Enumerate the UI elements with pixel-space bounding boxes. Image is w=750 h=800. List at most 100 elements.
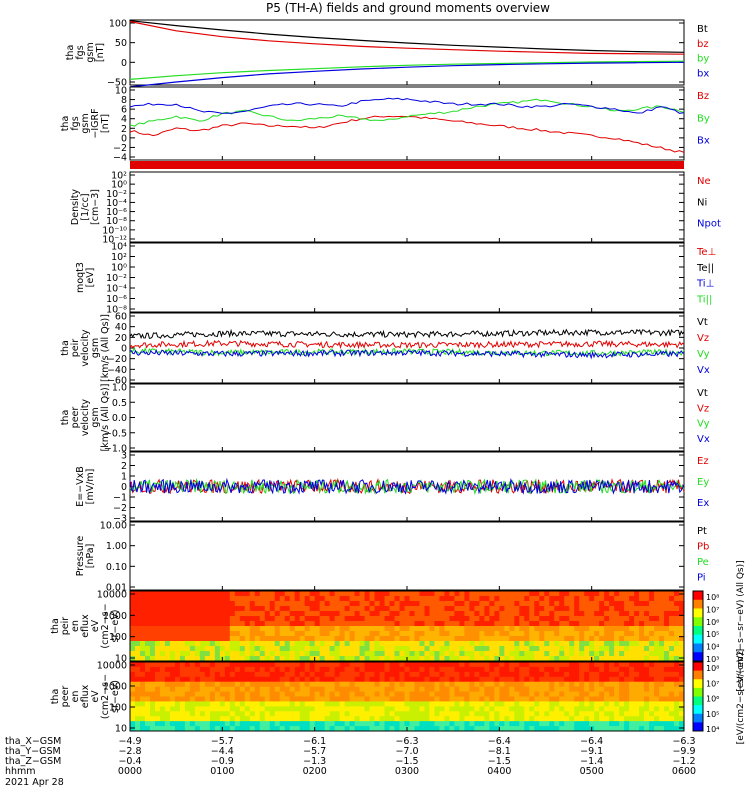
heatmap-cell [599,631,605,637]
heatmap-cell [339,721,346,727]
legend-Npot: Npot [697,219,721,230]
heatmap-cell [144,621,151,627]
heatmap-cell [664,616,670,622]
heatmap-cell [304,696,311,702]
heatmap-cell [354,606,361,612]
heatmap-cell [339,686,346,693]
heatmap-cell [429,706,435,712]
heatmap-cell [519,711,525,717]
heatmap-cell [149,662,156,668]
heatmap-cell [659,671,665,678]
heatmap-cell [374,626,381,632]
heatmap-cell [299,696,306,702]
heatmap-cell [429,646,435,652]
heatmap-cell [484,711,490,717]
heatmap-cell [234,706,241,712]
heatmap-cell [304,656,311,662]
heatmap-cell [439,636,445,642]
heatmap-cell [344,636,351,642]
heatmap-cell [199,662,206,668]
heatmap-cell [654,676,660,683]
heatmap-cell [314,706,321,712]
heatmap-cell [204,641,211,647]
heatmap-cell [584,606,590,612]
heatmap-cell [584,716,590,722]
heatmap-cell [474,666,480,673]
heatmap-cell [354,611,361,617]
heatmap-cell [409,636,415,642]
heatmap-cell [544,666,550,673]
heatmap-cell [389,601,396,607]
y-axis-label: [mV/m] [85,469,96,505]
heatmap-cell [574,656,580,662]
heatmap-cell [649,716,655,722]
heatmap-cell [149,616,156,622]
y-tick-label: 1000 [103,682,127,693]
heatmap-cell [664,656,670,662]
heatmap-cell [629,601,635,607]
heatmap-cell [184,621,191,627]
heatmap-cell [489,662,495,668]
heatmap-cell [654,686,660,693]
heatmap-cell [544,656,550,662]
heatmap-cell [189,631,196,637]
heatmap-cell [409,686,415,693]
heatmap-cell [604,671,610,678]
heatmap-cell [599,646,605,652]
heatmap-cell [594,591,600,597]
heatmap-cell [624,656,630,662]
heatmap-cell [234,711,241,717]
heatmap-cell [579,606,585,612]
heatmap-cell [524,631,530,637]
heatmap-cell [419,621,425,627]
heatmap-cell [644,671,650,678]
heatmap-cell [414,701,420,707]
heatmap-cell [569,681,575,688]
heatmap-cell [279,636,286,642]
heatmap-cell [649,596,655,602]
heatmap-cell [224,706,231,712]
heatmap-cell [499,616,505,622]
heatmap-cell [339,716,346,722]
heatmap-cell [679,716,685,722]
heatmap-cell [659,616,665,622]
heatmap-cell [419,626,425,632]
heatmap-cell [644,641,650,647]
heatmap-cell [199,656,206,662]
heatmap-cell [569,621,575,627]
heatmap-cell [569,691,575,697]
heatmap-cell [439,596,445,602]
heatmap-cell [439,616,445,622]
heatmap-cell [174,606,181,612]
heatmap-cell [239,671,246,678]
heatmap-cell [669,701,675,707]
heatmap-cell [659,691,665,697]
heatmap-cell [174,686,181,693]
heatmap-cell [499,706,505,712]
heatmap-cell [574,621,580,627]
heatmap-cell [544,611,550,617]
colorbar-label: [eV/(cm2−s−sr−eV) (All Qs)] [736,560,746,691]
heatmap-cell [484,601,490,607]
heatmap-cell [314,691,321,697]
heatmap-cell [464,641,470,647]
heatmap-cell [359,641,366,647]
heatmap-cell [639,681,645,688]
heatmap-cell [399,616,406,622]
heatmap-cell [149,671,156,678]
heatmap-cell [509,701,515,707]
heatmap-cell [139,626,146,632]
heatmap-cell [264,711,271,717]
heatmap-cell [469,716,475,722]
heatmap-cell [474,662,480,668]
x-row-value: −1.3 [303,756,326,767]
heatmap-cell [459,601,465,607]
heatmap-cell [244,681,251,688]
heatmap-cell [279,666,286,673]
heatmap-cell [499,621,505,627]
heatmap-cell [399,656,406,662]
heatmap-cell [159,641,166,647]
heatmap-cell [384,591,391,597]
heatmap-cell [499,666,505,673]
